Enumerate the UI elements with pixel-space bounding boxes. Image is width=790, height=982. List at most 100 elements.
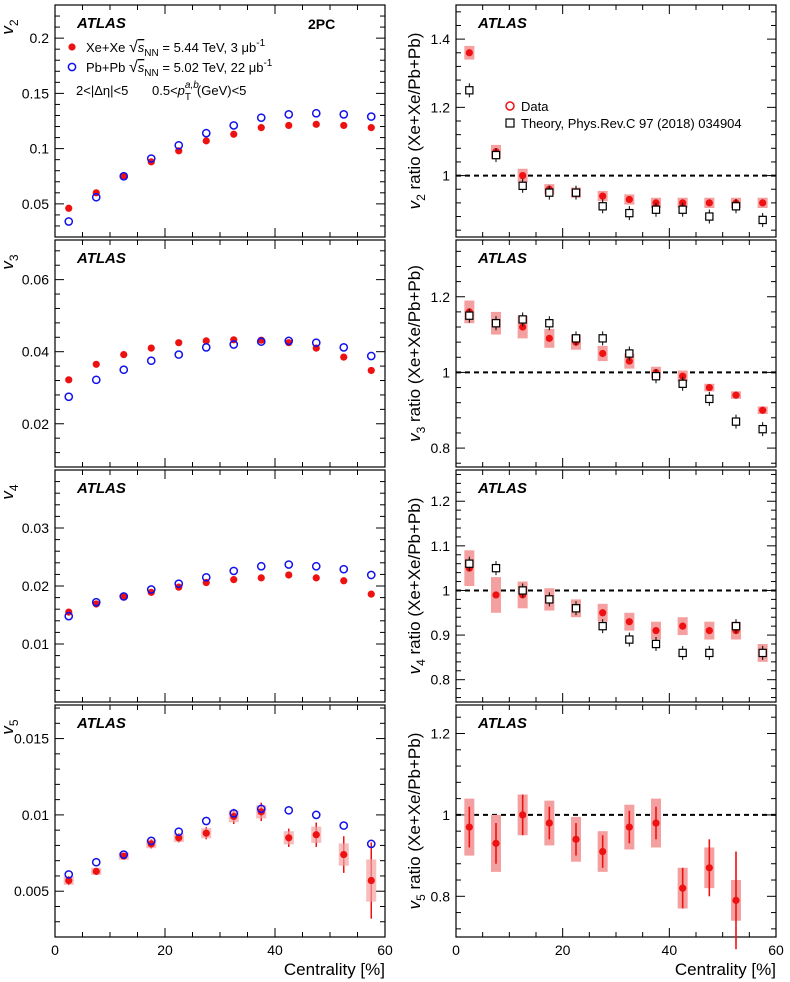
data-point <box>598 202 607 211</box>
data-point <box>598 621 607 631</box>
series-xe-xe <box>65 336 375 384</box>
data-point <box>91 375 101 385</box>
data-point <box>465 823 473 831</box>
data-point <box>285 121 293 130</box>
y-tick-label: 0.02 <box>22 416 49 432</box>
series-data <box>464 300 768 415</box>
data-point <box>465 49 473 57</box>
data-point <box>598 334 607 343</box>
data-point <box>65 376 73 384</box>
data-point <box>651 205 661 214</box>
y-tick-label: 1.2 <box>431 493 451 509</box>
x-tick-label: 40 <box>267 942 283 958</box>
data-point <box>705 864 713 872</box>
data-point <box>256 804 266 814</box>
data-point <box>256 337 266 346</box>
tag-2pc: 2PC <box>308 16 335 32</box>
data-point <box>339 821 349 830</box>
data-point <box>759 199 767 207</box>
data-point <box>201 572 211 582</box>
data-point <box>202 337 210 345</box>
y-tick-label: 0.02 <box>22 578 49 594</box>
data-point <box>599 192 607 200</box>
data-point <box>174 140 184 150</box>
data-point <box>147 344 155 352</box>
data-point <box>599 609 607 617</box>
data-point <box>174 350 184 359</box>
y-axis-title: v2 ratio (Xe+Xe/Pb+Pb) <box>405 33 428 210</box>
x-tick-label: 20 <box>157 942 173 958</box>
y-axis-title: v5 <box>0 719 21 735</box>
y-axis-title: v3 ratio (Xe+Xe/Pb+Pb) <box>405 265 428 442</box>
data-point <box>340 577 348 585</box>
data-point <box>64 870 74 879</box>
series-theory <box>465 556 767 660</box>
data-point <box>731 202 741 211</box>
y-tick-label: 0.01 <box>22 636 49 652</box>
data-point <box>312 574 320 582</box>
data-point <box>312 120 320 128</box>
data-point <box>229 566 239 576</box>
data-point <box>625 823 633 831</box>
data-point <box>366 570 376 580</box>
data-point <box>64 611 74 621</box>
data-point <box>599 349 607 358</box>
x-tick-label: 60 <box>377 942 393 958</box>
data-point <box>571 188 581 197</box>
data-point <box>366 351 376 361</box>
atlas-label: ATLAS <box>477 15 527 32</box>
data-point <box>625 618 633 626</box>
data-point <box>367 366 375 375</box>
data-point <box>625 635 634 644</box>
data-point <box>651 372 661 381</box>
legend-pt-cut: 0.5<pa,b T (GeV)<5 <box>152 80 246 103</box>
y-tick-label: 1.1 <box>431 538 451 554</box>
data-point <box>146 836 156 846</box>
x-tick-label: 0 <box>452 942 460 958</box>
atlas-label: ATLAS <box>477 250 527 267</box>
data-point <box>146 356 156 366</box>
data-point <box>284 560 294 569</box>
atlas-label: ATLAS <box>76 250 126 267</box>
data-point <box>518 586 527 595</box>
y-tick-label: 0.1 <box>30 141 50 157</box>
data-point <box>367 124 375 132</box>
data-point <box>518 181 527 191</box>
legend-xe: Xe+Xe √sNN = 5.44 TeV, 3 μb-1 <box>86 38 266 59</box>
data-point <box>678 379 687 388</box>
y-tick-label: 0.2 <box>30 30 50 46</box>
data-point <box>120 593 128 601</box>
panel-v4: 0.01 0.02 0.03 ATLAS v4 <box>0 469 386 703</box>
data-point <box>202 137 210 145</box>
data-point <box>311 108 321 118</box>
y-axis-title: v2 <box>0 19 21 35</box>
panel-v2ratio: 1 1.2 1.4 ATLAS v2 ratio (Xe+Xe/Pb+Pb) Data Th… <box>405 4 777 238</box>
data-point <box>230 130 238 138</box>
data-point <box>311 338 321 348</box>
data-point <box>651 639 661 649</box>
data-point <box>679 884 687 892</box>
atlas-label: ATLAS <box>477 715 527 732</box>
panel-v5ratio: 0.8 1 1.2 0 20 40 60 Centrality [%] ATLAS v5 rati… <box>405 704 784 979</box>
data-point <box>201 816 211 826</box>
y-tick-label: 1.2 <box>431 99 451 115</box>
y-tick-label: 0.8 <box>431 672 451 688</box>
legend-eta-cut: 2<|Δη|<5 <box>76 83 128 98</box>
data-point <box>571 334 581 343</box>
data-point <box>678 205 687 214</box>
data-point <box>678 648 687 658</box>
y-tick-label: 0.05 <box>22 196 49 212</box>
data-point <box>64 392 74 402</box>
data-point <box>545 819 553 827</box>
data-point <box>175 339 183 347</box>
y-tick-label: 1 <box>442 168 450 184</box>
data-point <box>230 576 238 584</box>
x-tick-label: 60 <box>768 942 784 958</box>
legend-marker-data <box>505 101 515 111</box>
atlas-label: ATLAS <box>477 480 527 497</box>
y-tick-label: 1.2 <box>431 725 451 741</box>
data-point <box>705 212 714 221</box>
x-tick-label: 0 <box>51 942 59 958</box>
data-point <box>518 315 527 324</box>
data-point <box>311 561 321 571</box>
